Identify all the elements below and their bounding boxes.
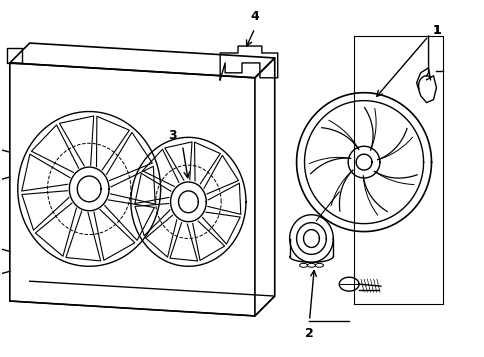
- Text: 1: 1: [431, 24, 440, 37]
- Text: 3: 3: [168, 129, 177, 142]
- Text: 2: 2: [304, 327, 313, 340]
- Text: 1: 1: [431, 24, 440, 37]
- Text: 4: 4: [250, 10, 259, 23]
